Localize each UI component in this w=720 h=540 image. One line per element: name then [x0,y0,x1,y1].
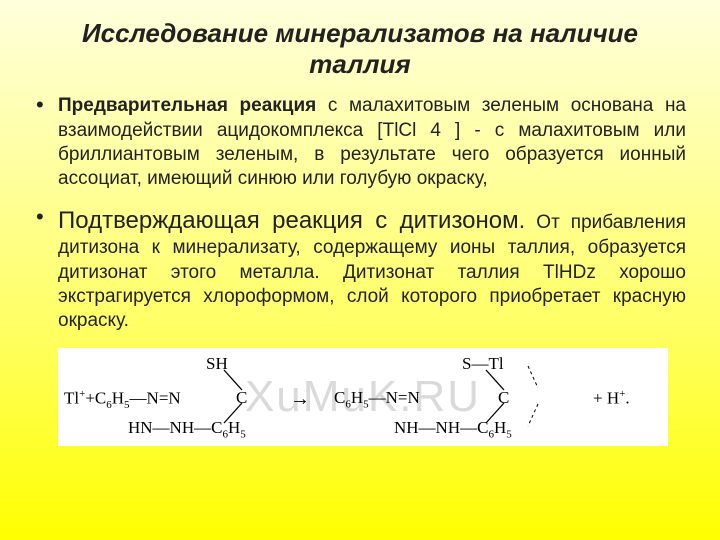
lbl-sh: SH [206,354,228,374]
slide: Исследование минерализатов на наличие та… [0,0,720,540]
bullet-confirming: Подтверждающая реакция с дитизоном. От п… [34,206,686,334]
bullet1-lead: Предварительная реакция [58,95,316,116]
lbl-tl-plus: Tl++C6H5—N=N [64,388,181,411]
bullet-list: Предварительная реакция с малахитовым зе… [34,94,686,333]
lbl-hn-left: HN—NH—C6H5 [128,418,246,440]
bullet2-lead: Подтверждающая реакция с дитизоном. [58,207,525,234]
lbl-right-main: C6H5—N=N [334,388,420,410]
lbl-s-tl: S—Tl [462,354,504,374]
lbl-c-right: C [498,388,509,408]
lbl-c-left: C [236,388,247,408]
lbl-plus-h: + H+. [593,388,630,409]
page-title: Исследование минерализатов на наличие та… [34,18,686,80]
bullet-preliminary: Предварительная реакция с малахитовым зе… [34,94,686,191]
lbl-nh-right: NH—NH—C6H5 [394,418,512,440]
reaction-diagram: XuMuK.RU Tl++C6H5—N=N SH C HN—NH—C6H5 → [58,348,668,446]
arrow: → [290,388,310,411]
